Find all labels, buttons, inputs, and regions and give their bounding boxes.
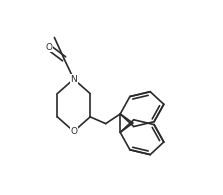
Text: N: N [70,75,77,84]
Text: O: O [70,127,77,136]
Text: O: O [45,43,52,52]
